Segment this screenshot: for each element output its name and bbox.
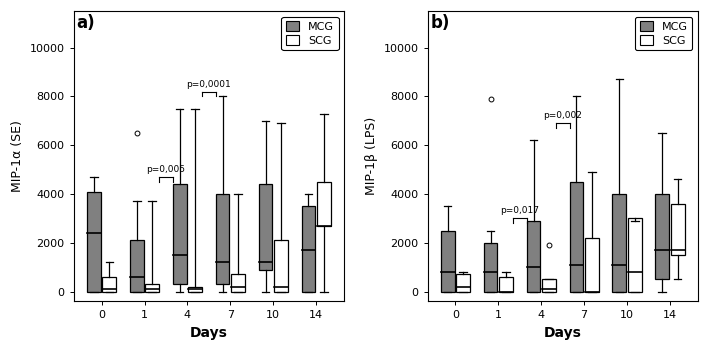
Text: p=0,002: p=0,002: [543, 111, 582, 120]
Bar: [457, 274, 470, 292]
Bar: [145, 284, 159, 292]
Bar: [301, 206, 316, 292]
Text: b): b): [430, 14, 450, 32]
Bar: [189, 287, 202, 292]
Bar: [613, 194, 626, 292]
Text: p=0,005: p=0,005: [147, 165, 186, 174]
Bar: [585, 238, 598, 292]
Bar: [569, 182, 584, 292]
Y-axis label: MIP-1β (LPS): MIP-1β (LPS): [365, 117, 378, 196]
Bar: [441, 231, 454, 292]
X-axis label: Days: Days: [544, 326, 581, 340]
Bar: [216, 194, 230, 284]
Bar: [231, 274, 245, 292]
Bar: [671, 204, 685, 255]
Bar: [628, 218, 642, 292]
Text: p=0,0001: p=0,0001: [186, 80, 231, 89]
Bar: [527, 221, 540, 292]
Text: p=0,017: p=0,017: [501, 206, 540, 216]
Bar: [259, 184, 272, 270]
Bar: [87, 192, 101, 292]
Bar: [542, 279, 556, 292]
Bar: [274, 240, 288, 292]
Bar: [130, 240, 144, 292]
Y-axis label: MIP-1α (SE): MIP-1α (SE): [11, 120, 24, 192]
Legend: MCG, SCG: MCG, SCG: [281, 16, 338, 51]
Text: a): a): [77, 14, 95, 32]
X-axis label: Days: Days: [190, 326, 228, 340]
Bar: [173, 184, 186, 284]
Bar: [317, 182, 331, 226]
Bar: [655, 194, 669, 279]
Bar: [484, 243, 498, 292]
Bar: [102, 277, 116, 292]
Legend: MCG, SCG: MCG, SCG: [635, 16, 692, 51]
Bar: [499, 277, 513, 292]
